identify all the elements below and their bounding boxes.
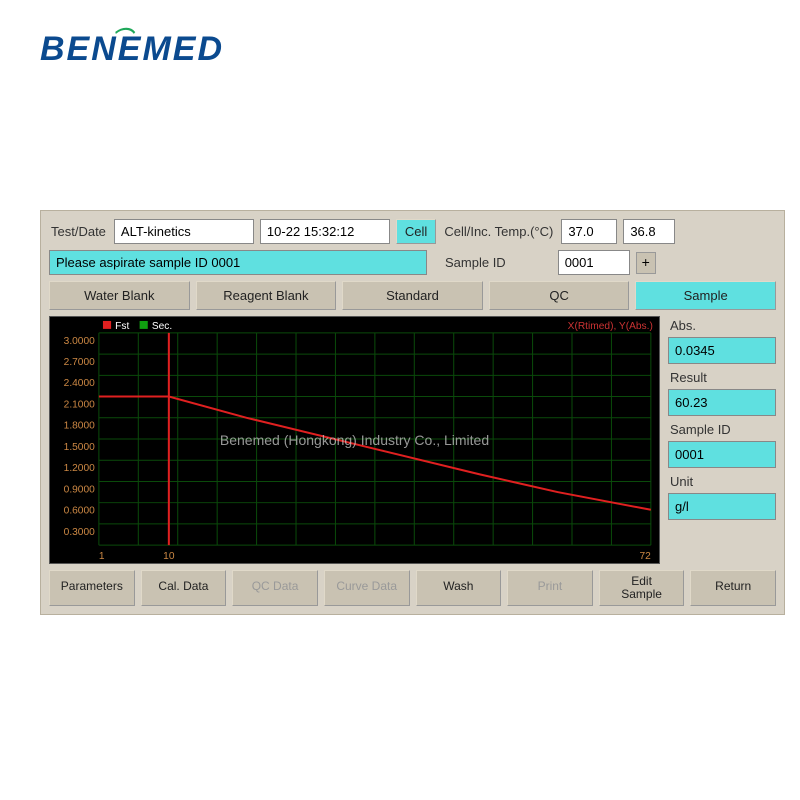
- temp2-field: 36.8: [623, 219, 675, 244]
- return-button[interactable]: Return: [690, 570, 776, 606]
- qc-data-button[interactable]: QC Data: [232, 570, 318, 606]
- unit-label: Unit: [668, 472, 776, 489]
- svg-text:2.1000: 2.1000: [64, 400, 96, 411]
- curve-data-button[interactable]: Curve Data: [324, 570, 410, 606]
- kinetics-chart: 3.0000 2.7000 2.4000 2.1000 1.8000 1.5000 1.20…: [49, 316, 660, 564]
- svg-text:3.0000: 3.0000: [64, 336, 96, 347]
- result-label: Result: [668, 368, 776, 385]
- temp-label: Cell/Inc. Temp.(°C): [442, 220, 555, 243]
- print-button[interactable]: Print: [507, 570, 593, 606]
- edit-sample-button[interactable]: Edit Sample: [599, 570, 685, 606]
- tab-sample[interactable]: Sample: [635, 281, 776, 310]
- abs-value: 0.0345: [668, 337, 776, 364]
- cell-button[interactable]: Cell: [396, 219, 436, 244]
- side-sample-id-label: Sample ID: [668, 420, 776, 437]
- svg-text:Sec.: Sec.: [152, 321, 172, 332]
- status-row: Please aspirate sample ID 0001 Sample ID…: [49, 250, 776, 275]
- sample-id-field[interactable]: 0001: [558, 250, 630, 275]
- sample-id-label: Sample ID: [443, 251, 508, 274]
- results-panel: Abs. 0.0345 Result 60.23 Sample ID 0001 …: [668, 316, 776, 564]
- abs-label: Abs.: [668, 316, 776, 333]
- svg-text:1: 1: [99, 551, 105, 562]
- svg-text:2.7000: 2.7000: [64, 357, 96, 368]
- svg-text:1.2000: 1.2000: [64, 463, 96, 474]
- svg-text:2.4000: 2.4000: [64, 378, 96, 389]
- tab-reagent-blank[interactable]: Reagent Blank: [196, 281, 337, 310]
- tab-standard[interactable]: Standard: [342, 281, 483, 310]
- app-window: Test/Date ALT-kinetics 10-22 15:32:12 Ce…: [40, 210, 785, 615]
- svg-text:0.6000: 0.6000: [64, 506, 96, 517]
- svg-text:X(Rtimed), Y(Abs.): X(Rtimed), Y(Abs.): [568, 321, 653, 332]
- svg-text:10: 10: [163, 551, 175, 562]
- tab-water-blank[interactable]: Water Blank: [49, 281, 190, 310]
- test-date-label: Test/Date: [49, 220, 108, 243]
- mode-tabs: Water Blank Reagent Blank Standard QC Sa…: [49, 281, 776, 310]
- test-name-field: ALT-kinetics: [114, 219, 254, 244]
- parameters-button[interactable]: Parameters: [49, 570, 135, 606]
- brand-logo: ⌒ BENEMED: [40, 30, 224, 69]
- svg-text:1.5000: 1.5000: [64, 442, 96, 453]
- status-message: Please aspirate sample ID 0001: [49, 250, 427, 275]
- svg-text:Fst: Fst: [115, 321, 129, 332]
- cal-data-button[interactable]: Cal. Data: [141, 570, 227, 606]
- svg-text:72: 72: [640, 551, 652, 562]
- sample-id-plus-button[interactable]: +: [636, 252, 656, 274]
- side-sample-id-value: 0001: [668, 441, 776, 468]
- temp1-field: 37.0: [561, 219, 617, 244]
- main-area: 3.0000 2.7000 2.4000 2.1000 1.8000 1.5000 1.20…: [49, 316, 776, 564]
- tab-qc[interactable]: QC: [489, 281, 630, 310]
- unit-value: g/l: [668, 493, 776, 520]
- wash-button[interactable]: Wash: [416, 570, 502, 606]
- svg-text:0.9000: 0.9000: [64, 484, 96, 495]
- result-value: 60.23: [668, 389, 776, 416]
- bottom-toolbar: Parameters Cal. Data QC Data Curve Data …: [49, 570, 776, 606]
- svg-text:0.3000: 0.3000: [64, 527, 96, 538]
- svg-text:1.8000: 1.8000: [64, 421, 96, 432]
- datetime-field: 10-22 15:32:12: [260, 219, 390, 244]
- header-row: Test/Date ALT-kinetics 10-22 15:32:12 Ce…: [49, 219, 776, 244]
